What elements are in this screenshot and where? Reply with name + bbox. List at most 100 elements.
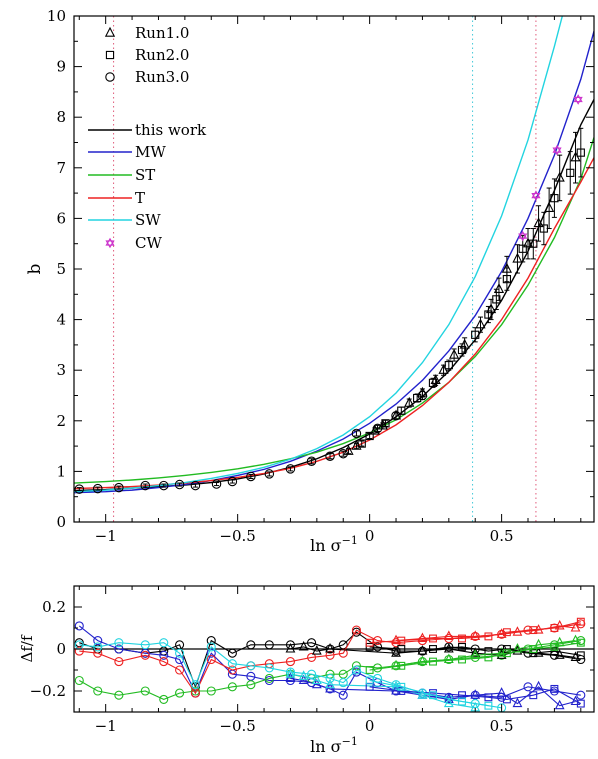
data-point-run3-0: [211, 479, 222, 489]
legend-label: Run3.0: [135, 68, 189, 86]
legend-label: Run2.0: [135, 46, 189, 64]
x-axis-label-superscript: −1: [342, 534, 358, 547]
residual-point: [311, 645, 322, 655]
residual-line: [369, 646, 581, 656]
residual-point: [140, 640, 150, 650]
residual-point: [206, 636, 216, 646]
data-point-run2-0: [518, 244, 527, 253]
residual-x-tick-label: −1: [95, 717, 117, 735]
residual-point: [443, 653, 454, 664]
residual-point: [311, 674, 322, 685]
residual-point: [429, 657, 437, 666]
y-axis-label: b: [25, 263, 45, 274]
residual-point: [529, 645, 538, 653]
residual-point: [397, 661, 406, 670]
residual-point: [285, 657, 295, 667]
data-point-run1-0: [475, 318, 486, 329]
legend-item-st: ST: [88, 166, 155, 184]
residual-point: [549, 640, 559, 650]
residual-point: [307, 669, 317, 679]
residual-point: [74, 621, 84, 631]
residual-y-tick-label: 0.2: [42, 598, 66, 616]
main-chart-panel: −1 −0.5 0 0.5 0 1 2 3 4 5 6 7 8 9 10 Run1.0 Run2.0 Run3.…: [25, 7, 595, 555]
residual-point: [365, 676, 374, 685]
data-point-run1-0: [570, 151, 581, 162]
data-point-run2-0: [413, 393, 422, 403]
residual-point: [550, 642, 559, 651]
data-point-run3-0: [190, 480, 201, 491]
data-point-run1-0: [554, 171, 565, 182]
residual-point: [175, 648, 185, 658]
residual-point: [470, 647, 481, 657]
data-point-run2-0: [576, 148, 585, 157]
residual-point: [397, 682, 406, 691]
residual-point: [246, 661, 256, 671]
main-plot-area: [74, 16, 594, 522]
residual-point: [140, 686, 150, 696]
data-point-run2-0: [457, 345, 467, 355]
data-point-run1-0: [493, 283, 505, 293]
residual-point: [206, 654, 216, 665]
residual-point: [114, 638, 124, 648]
data-point-run3-0: [372, 423, 383, 434]
residual-point: [512, 697, 523, 708]
residual-line: [369, 642, 581, 671]
data-point-run2-0: [444, 361, 453, 370]
data-point-run2-0: [397, 406, 406, 415]
residual-point: [529, 626, 538, 635]
legend-swatch-marker: [105, 72, 115, 82]
residual-point: [550, 647, 559, 656]
residual-point: [338, 678, 348, 688]
y-tick-label: 5: [56, 260, 66, 278]
residual-point: [206, 642, 216, 652]
residual-point: [554, 699, 565, 710]
data-point-cw: [573, 94, 583, 105]
data-point-run1-0: [512, 252, 523, 263]
residual-point: [246, 640, 256, 650]
residual-point: [246, 680, 256, 690]
legend-label: this work: [135, 121, 207, 139]
residual-point: [550, 684, 559, 693]
legend-item-this-work: this work: [88, 121, 207, 139]
data-point-run1-0: [438, 363, 449, 374]
data-point-run3-0: [246, 471, 256, 482]
residual-line: [369, 686, 582, 705]
legend-item-t: T: [88, 189, 145, 207]
residual-point: [502, 645, 511, 653]
residual-point: [264, 663, 274, 673]
residual-series-sw-run2-0: [365, 676, 493, 710]
residual-point: [576, 699, 585, 708]
legend-label: SW: [135, 211, 161, 229]
data-point-run1-0: [544, 202, 555, 212]
legend-label: MW: [135, 143, 166, 161]
data-point-run2-0: [529, 239, 538, 248]
y-tick-label: 2: [56, 412, 66, 430]
data-point-run2-0: [471, 330, 480, 339]
residual-point: [93, 648, 103, 658]
residual-point: [397, 636, 406, 645]
residual-point: [576, 638, 585, 647]
residual-point: [159, 657, 169, 667]
residual-point: [227, 682, 237, 692]
y-tick-label: 10: [47, 7, 66, 25]
residual-point: [264, 673, 274, 683]
residual-point: [114, 690, 124, 700]
residual-series-t-run2-0: [365, 617, 585, 647]
main-axes: −1 −0.5 0 0.5 0 1 2 3 4 5 6 7 8 9 10: [47, 7, 594, 545]
x-tick-label: −1: [95, 527, 117, 545]
residual-point: [484, 653, 493, 662]
residual-point: [74, 675, 84, 686]
legend-swatch-marker: [105, 237, 115, 249]
data-point-run1-0: [369, 424, 381, 435]
data-point-run3-0: [351, 428, 362, 439]
x-tick-label: 0.5: [490, 527, 514, 545]
y-tick-label: 7: [56, 159, 66, 177]
residual-point: [570, 621, 581, 632]
residual-point: [470, 689, 481, 699]
residual-point: [576, 654, 586, 665]
residual-point: [175, 654, 185, 665]
legend: Run1.0 Run2.0 Run3.0 this work MW ST T SW CW: [88, 24, 207, 252]
residual-point: [159, 650, 169, 660]
residual-point: [365, 642, 374, 651]
residual-point: [417, 632, 428, 643]
